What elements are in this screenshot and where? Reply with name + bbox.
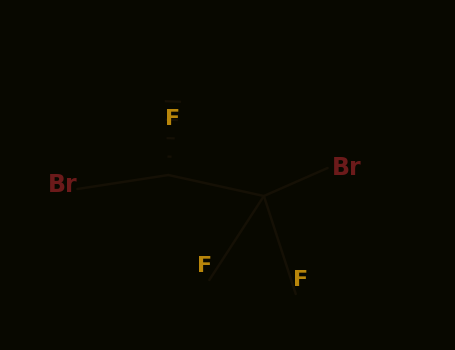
- Text: F: F: [197, 257, 212, 276]
- Text: Br: Br: [48, 174, 77, 197]
- Text: Br: Br: [332, 156, 362, 180]
- Text: F: F: [165, 108, 181, 128]
- Text: F: F: [293, 271, 308, 290]
